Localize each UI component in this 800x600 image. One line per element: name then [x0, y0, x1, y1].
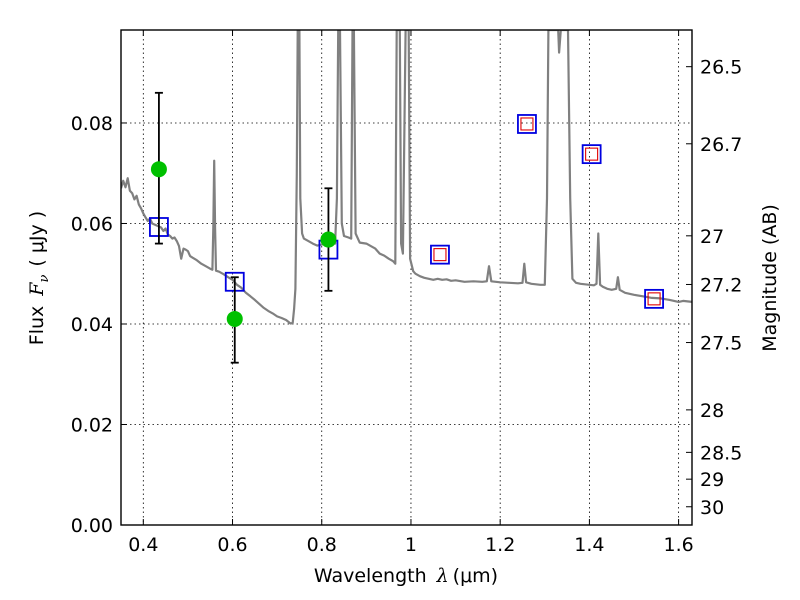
- x-tick-label: 0.8: [307, 534, 337, 556]
- model-photometry-inner-square: [433, 248, 447, 262]
- magnitude-tick-label: 27.5: [700, 333, 742, 355]
- y-tick-label: 0.04: [71, 314, 113, 336]
- model-photometry-square: [517, 114, 537, 134]
- x-tick-label: 1.4: [574, 534, 604, 556]
- magnitude-tick-label: 26.7: [700, 134, 742, 156]
- magnitude-axis-title: Magnitude (AB): [759, 204, 781, 352]
- x-axis-title-symbol: λ: [436, 565, 449, 587]
- magnitude-axis-ticks: 26.5 26.7 27 27.2 27.5 28 28.5 29 30: [686, 57, 742, 519]
- x-axis-title-unit: (μm): [453, 565, 498, 587]
- y-axis-title-unit: ( μJy ): [26, 211, 48, 267]
- grid: [121, 30, 692, 526]
- model-photometry-inner-square: [647, 292, 661, 306]
- x-axis-title-prefix: Wavelength: [314, 565, 427, 587]
- magnitude-tick-label: 26.5: [700, 57, 742, 79]
- model-photometry-squares: [149, 114, 664, 309]
- observed-photometry-points: [150, 161, 337, 327]
- x-axis-title: Wavelength λ (μm): [314, 565, 498, 587]
- magnitude-tick-label: 29: [700, 469, 724, 491]
- x-tick-label: 0.4: [128, 534, 158, 556]
- observed-point: [226, 310, 243, 327]
- magnitude-tick-label: 27: [700, 226, 724, 248]
- plot-frame: [120, 29, 693, 526]
- model-photometry-square: [430, 244, 450, 265]
- x-tick-label: 0.6: [217, 534, 247, 556]
- model-photometry-square: [581, 144, 602, 165]
- magnitude-tick-label: 28.5: [700, 442, 742, 464]
- x-tick-label: 1: [405, 534, 417, 556]
- observed-point: [150, 161, 167, 178]
- y-axis-title: Flux Fν ( μJy ): [26, 211, 52, 345]
- x-axis-ticks: 0.4 0.6 0.8 1 1.2 1.4 1.6: [128, 30, 694, 556]
- y-tick-label: 0.02: [71, 414, 113, 436]
- magnitude-tick-label: 28: [700, 400, 724, 422]
- model-spectrum-line: [121, 30, 692, 325]
- observed-point: [320, 231, 337, 248]
- model-photometry-inner-square: [585, 147, 599, 161]
- y-axis-title-symbol: F: [26, 282, 48, 297]
- magnitude-tick-label: 27.2: [700, 274, 742, 296]
- model-photometry-inner-square: [520, 117, 534, 131]
- y-tick-label: 0.08: [71, 113, 113, 135]
- magnitude-tick-label: 30: [700, 497, 724, 519]
- x-tick-label: 1.6: [664, 534, 694, 556]
- y-tick-label: 0.06: [71, 213, 113, 235]
- y-axis-title-subscript: ν: [37, 275, 52, 283]
- y-tick-label: 0.00: [71, 515, 113, 537]
- model-photometry-square: [644, 288, 664, 309]
- error-bars: [154, 91, 333, 364]
- y-axis-ticks: 0.00 0.02 0.04 0.06 0.08: [71, 113, 127, 537]
- y-axis-title-prefix: Flux: [26, 306, 48, 346]
- x-tick-label: 1.2: [485, 534, 515, 556]
